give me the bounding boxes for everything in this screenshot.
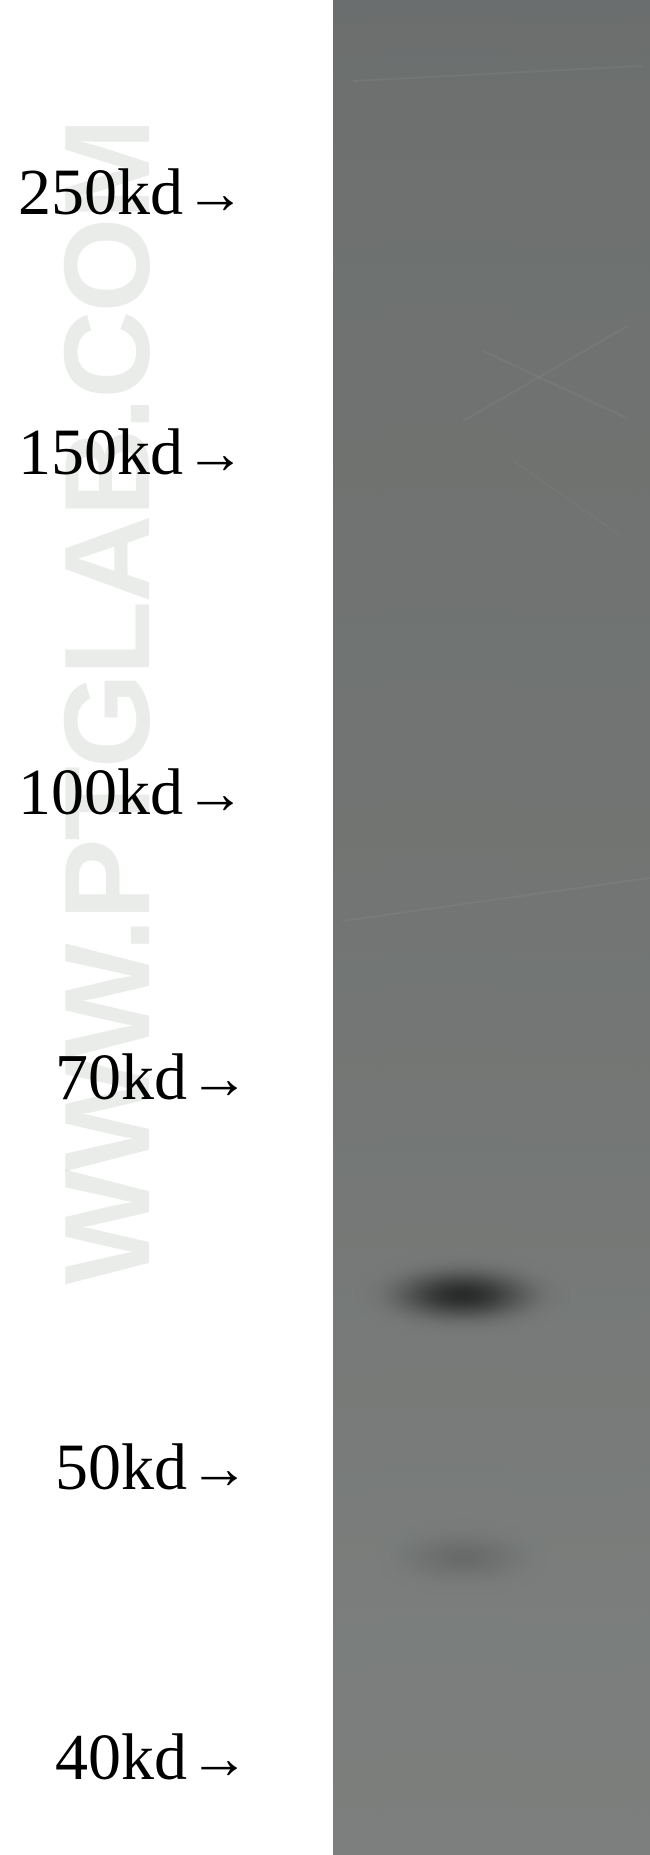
marker-40kd: 40kd→ [55,1720,249,1796]
marker-label-area: 250kd→ 150kd→ 100kd→ 70kd→ 50kd→ 40kd→ [0,0,320,1855]
marker-arrow-icon: → [189,1434,249,1503]
membrane-scratch [483,350,629,419]
membrane-scratch [353,65,643,82]
blot-lane [333,0,650,1855]
western-blot-figure: WWW.PTGLAB.COM 250kd→ 150kd→ 100kd→ 70kd… [0,0,650,1855]
marker-100kd: 100kd→ [18,755,245,831]
marker-label-text: 50kd [55,1430,187,1506]
membrane-scratch [343,877,650,922]
marker-label-text: 250kd [18,155,183,231]
blot-band-strong [363,1260,563,1330]
marker-label-text: 70kd [55,1040,187,1116]
membrane-scratch [513,460,620,535]
marker-150kd: 150kd→ [18,415,245,491]
marker-arrow-icon: → [185,159,245,228]
blot-band-faint [368,1530,558,1585]
marker-70kd: 70kd→ [55,1040,249,1116]
marker-arrow-icon: → [189,1044,249,1113]
marker-arrow-icon: → [189,1724,249,1793]
marker-arrow-icon: → [185,759,245,828]
marker-arrow-icon: → [185,419,245,488]
marker-50kd: 50kd→ [55,1430,249,1506]
marker-250kd: 250kd→ [18,155,245,231]
marker-label-text: 150kd [18,415,183,491]
marker-label-text: 100kd [18,755,183,831]
marker-label-text: 40kd [55,1720,187,1796]
